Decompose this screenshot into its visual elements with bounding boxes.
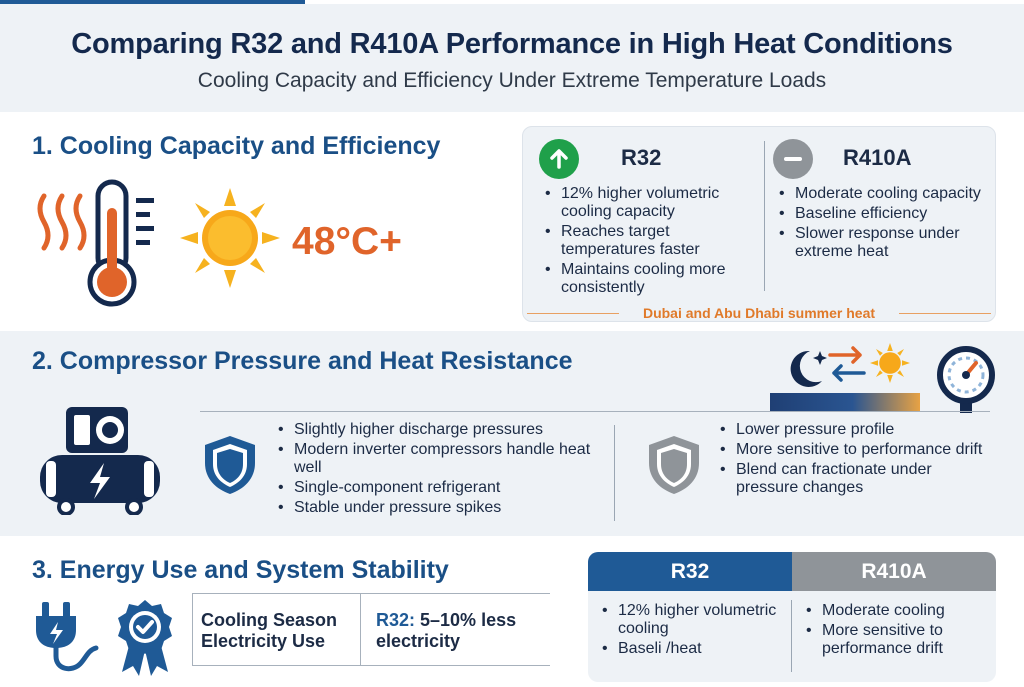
section-energy-use: 3. Energy Use and System Stability Cooli… <box>0 540 1024 687</box>
section-cooling-capacity: 1. Cooling Capacity and Efficiency 48°C+ <box>0 116 1024 328</box>
region-note: Dubai and Abu Dhabi summer heat <box>642 305 876 321</box>
r32-label: R32 <box>621 145 662 170</box>
electricity-use-rest: 5–10% less electricity <box>376 610 517 651</box>
list-item: 12% higher volumetric cooling <box>598 602 788 638</box>
section-3-title: 3. Energy Use and System Stability <box>32 556 449 584</box>
note-line-left <box>527 313 619 314</box>
plug-icon <box>36 602 99 672</box>
moon-icon <box>790 350 827 387</box>
list-item: 12% higher volumetric cooling capacity <box>541 185 761 221</box>
r32-energy-list: 12% higher volumetric cooling Baseli /he… <box>598 602 788 660</box>
page-subtitle: Cooling Capacity and Efficiency Under Ex… <box>197 69 827 92</box>
list-item: Reaches target temperatures faster <box>541 223 761 259</box>
minus-icon <box>773 139 813 179</box>
list-item: Modern inverter compressors handle heat … <box>274 441 606 477</box>
comparison-card: R32 12% higher volumetric cooling capaci… <box>522 126 996 322</box>
list-item: Maintains cooling more consistently <box>541 261 761 297</box>
row-bottom-border <box>192 665 550 666</box>
list-item: Slightly higher discharge pressures <box>274 421 606 439</box>
header: Comparing R32 and R410A Performance in H… <box>0 4 1024 112</box>
top-accent-bar <box>0 0 305 4</box>
page-title: Comparing R32 and R410A Performance in H… <box>71 28 953 60</box>
list-item: Lower pressure profile <box>716 421 996 439</box>
arrow-up-icon <box>539 139 579 179</box>
swap-arrows-icon <box>828 346 866 382</box>
list-item: Single-component refrigerant <box>274 479 606 497</box>
heat-waves-icon <box>37 193 87 251</box>
pressure-gauge-icon <box>937 346 995 413</box>
list-item: Slower response under extreme heat <box>775 225 995 261</box>
row-middle-border <box>360 593 361 665</box>
list-item: More sensitive to performance drift <box>716 441 996 459</box>
electricity-use-label: Cooling Season Electricity Use <box>201 610 338 651</box>
sun-icon <box>180 188 280 288</box>
table-head-r32: R32 <box>588 552 792 591</box>
section-divider <box>200 411 990 412</box>
compressor-icon <box>40 407 160 515</box>
r410a-traits-list: Moderate cooling capacity Baseline effic… <box>775 185 995 263</box>
list-item: Baseline efficiency <box>775 205 995 223</box>
shield-icon <box>649 436 699 494</box>
r410a-energy-list: Moderate cooling More sensitive to perfo… <box>802 602 992 660</box>
list-item: Baseli /heat <box>598 640 788 658</box>
badge-check-icon <box>118 600 172 676</box>
r32-pressure-list: Slightly higher discharge pressures Mode… <box>274 421 606 519</box>
row-top-border <box>192 593 550 594</box>
row-left-border <box>192 593 193 665</box>
thermometer-icon <box>87 179 154 307</box>
list-item: More sensitive to performance drift <box>802 622 992 658</box>
r32-benefits-list: 12% higher volumetric cooling capacity R… <box>541 185 761 299</box>
table-head-r410a: R410A <box>792 552 996 591</box>
sun-icon <box>870 343 910 383</box>
section-2-title: 2. Compressor Pressure and Heat Resistan… <box>32 347 573 375</box>
energy-comparison-table: R32 R410A 12% higher volumetric cooling … <box>588 552 996 682</box>
list-item: Blend can fractionate under pressure cha… <box>716 461 996 497</box>
section-1-title: 1. Cooling Capacity and Efficiency <box>32 132 441 160</box>
list-item: Moderate cooling <box>802 602 992 620</box>
list-item: Stable under pressure spikes <box>274 499 606 517</box>
column-divider <box>764 141 765 291</box>
list-item: Moderate cooling capacity <box>775 185 995 203</box>
electricity-use-prefix: R32: <box>376 610 416 630</box>
electricity-use-value: R32: 5–10% less electricity <box>376 610 548 652</box>
column-divider <box>614 425 615 521</box>
note-line-right <box>899 313 991 314</box>
table-column-divider <box>791 600 792 672</box>
shield-icon <box>205 436 255 494</box>
section-compressor-pressure: 2. Compressor Pressure and Heat Resistan… <box>0 331 1024 536</box>
day-night-gradient-bar <box>770 393 920 411</box>
temperature-value: 48°C+ <box>292 220 402 263</box>
r410a-label: R410A <box>843 145 912 170</box>
r410a-pressure-list: Lower pressure profile More sensitive to… <box>716 421 996 499</box>
